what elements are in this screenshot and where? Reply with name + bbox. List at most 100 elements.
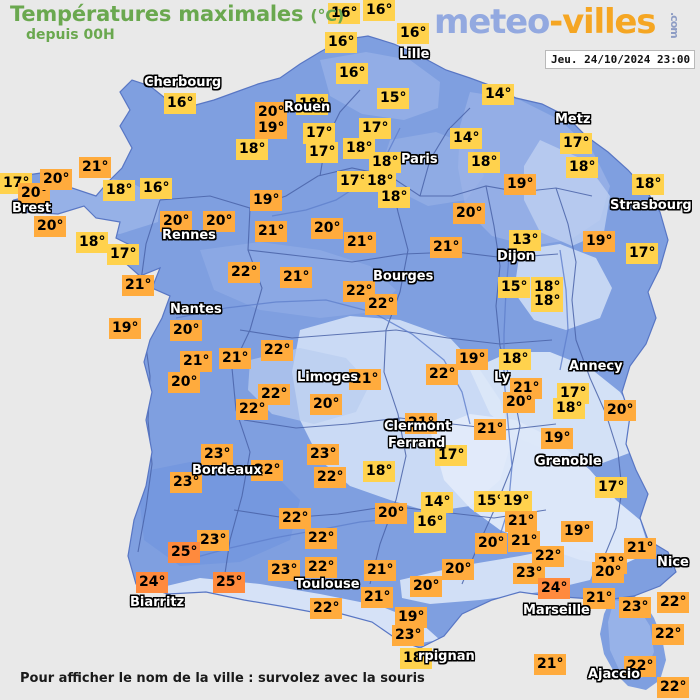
temperature-label[interactable]: 20° [410, 576, 443, 597]
temperature-label[interactable]: 19° [395, 607, 428, 628]
temperature-label[interactable]: 16° [164, 93, 197, 114]
temperature-label[interactable]: 22° [314, 467, 347, 488]
temperature-label[interactable]: 21° [344, 232, 377, 253]
temperature-label[interactable]: 22° [236, 399, 269, 420]
temperature-label[interactable]: 14° [450, 128, 483, 149]
temperature-label[interactable]: 22° [261, 340, 294, 361]
temperature-label[interactable]: 20° [168, 372, 201, 393]
temperature-label[interactable]: 22° [657, 677, 690, 698]
temperature-label[interactable]: 15° [498, 277, 531, 298]
temperature-label[interactable]: 17° [626, 243, 659, 264]
temperature-label[interactable]: 17° [560, 133, 593, 154]
temperature-label[interactable]: 18° [468, 152, 501, 173]
temperature-label[interactable]: 13° [509, 230, 542, 251]
temperature-label[interactable]: 21° [79, 157, 112, 178]
temperature-label[interactable]: 24° [136, 572, 169, 593]
temperature-label[interactable]: 17° [306, 142, 339, 163]
temperature-label[interactable]: 24° [538, 578, 571, 599]
temperature-label[interactable]: 21° [430, 237, 463, 258]
temperature-label[interactable]: 18° [566, 157, 599, 178]
temperature-label[interactable]: 21° [180, 351, 213, 372]
temperature-label[interactable]: 18° [369, 152, 402, 173]
temperature-label[interactable]: 21° [534, 654, 567, 675]
temperature-label[interactable]: 23° [170, 472, 203, 493]
temperature-label[interactable]: 19° [561, 521, 594, 542]
temperature-label[interactable]: 19° [255, 118, 288, 139]
temperature-label[interactable]: 19° [500, 491, 533, 512]
temperature-label[interactable]: 25° [168, 542, 201, 563]
temperature-label[interactable]: 20° [34, 216, 67, 237]
temperature-label[interactable]: 21° [349, 369, 382, 390]
temperature-label[interactable]: 22° [305, 528, 338, 549]
temperature-label[interactable]: 19° [109, 318, 142, 339]
temperature-label[interactable]: 20° [475, 533, 508, 554]
temperature-label[interactable]: 18° [499, 349, 532, 370]
temperature-label[interactable]: 20° [203, 211, 236, 232]
temperature-label[interactable]: 16° [140, 178, 173, 199]
temperature-label[interactable]: 19° [456, 349, 489, 370]
temperature-label[interactable]: 21° [505, 511, 538, 532]
temperature-label[interactable]: 20° [310, 394, 343, 415]
temperature-label[interactable]: 21° [405, 413, 438, 434]
temperature-label[interactable]: 15° [377, 88, 410, 109]
temperature-label[interactable]: 20° [40, 169, 73, 190]
temperature-label[interactable]: 21° [361, 587, 394, 608]
temperature-label[interactable]: 20° [503, 392, 536, 413]
temperature-label[interactable]: 23° [392, 625, 425, 646]
temperature-label[interactable]: 19° [541, 428, 574, 449]
temperature-label[interactable]: 16° [363, 0, 396, 21]
temperature-label[interactable]: 16° [336, 63, 369, 84]
temperature-label[interactable]: 22° [426, 364, 459, 385]
temperature-label[interactable]: 18° [296, 94, 329, 115]
temperature-label[interactable]: 18° [236, 139, 269, 160]
temperature-label[interactable]: 22° [624, 656, 657, 677]
temperature-label[interactable]: 21° [219, 348, 252, 369]
temperature-label[interactable]: 22° [279, 508, 312, 529]
temperature-label[interactable]: 18° [553, 398, 586, 419]
temperature-label[interactable]: 23° [268, 560, 301, 581]
temperature-label[interactable]: 20° [604, 400, 637, 421]
temperature-label[interactable]: 17° [595, 477, 628, 498]
temperature-label[interactable]: 18° [343, 138, 376, 159]
temperature-label[interactable]: 16° [397, 23, 430, 44]
temperature-label[interactable]: 18° [531, 291, 564, 312]
temperature-label[interactable]: 16° [414, 512, 447, 533]
temperature-label[interactable]: 20° [255, 102, 288, 123]
temperature-label[interactable]: 22° [657, 592, 690, 613]
temperature-label[interactable]: 19° [250, 190, 283, 211]
temperature-label[interactable]: 17° [337, 171, 370, 192]
temperature-label[interactable]: 21° [122, 275, 155, 296]
temperature-label[interactable]: 20° [160, 211, 193, 232]
temperature-label[interactable]: 23° [201, 444, 234, 465]
temperature-label[interactable]: 18° [363, 461, 396, 482]
temperature-label[interactable]: 20° [311, 218, 344, 239]
temperature-label[interactable]: 21° [474, 419, 507, 440]
temperature-label[interactable]: 23° [513, 563, 546, 584]
temperature-label[interactable]: 18° [632, 174, 665, 195]
temperature-label[interactable]: 22° [652, 624, 685, 645]
temperature-label[interactable]: 18° [378, 187, 411, 208]
temperature-label[interactable]: 16° [325, 32, 358, 53]
temperature-label[interactable]: 16° [328, 3, 361, 24]
temperature-label[interactable]: 21° [624, 538, 657, 559]
temperature-label[interactable]: 17° [107, 244, 140, 265]
temperature-label[interactable]: 21° [583, 588, 616, 609]
temperature-label[interactable]: 23° [197, 530, 230, 551]
temperature-label[interactable]: 21° [280, 267, 313, 288]
temperature-label[interactable]: 22° [228, 262, 261, 283]
temperature-label[interactable]: 18° [76, 232, 109, 253]
temperature-label[interactable]: 18° [103, 180, 136, 201]
temperature-label[interactable]: 22° [365, 294, 398, 315]
temperature-label[interactable]: 21° [364, 560, 397, 581]
temperature-label[interactable]: 20° [453, 203, 486, 224]
temperature-label[interactable]: 14° [482, 84, 515, 105]
temperature-label[interactable]: 14° [421, 492, 454, 513]
temperature-label[interactable]: 22° [310, 598, 343, 619]
temperature-label[interactable]: 22° [305, 557, 338, 578]
temperature-label[interactable]: 20° [375, 503, 408, 524]
site-logo[interactable]: meteo-villes [434, 2, 657, 42]
temperature-label[interactable]: 22° [251, 460, 284, 481]
temperature-label[interactable]: 21° [255, 221, 288, 242]
temperature-label[interactable]: 20° [592, 562, 625, 583]
temperature-label[interactable]: 19° [583, 231, 616, 252]
